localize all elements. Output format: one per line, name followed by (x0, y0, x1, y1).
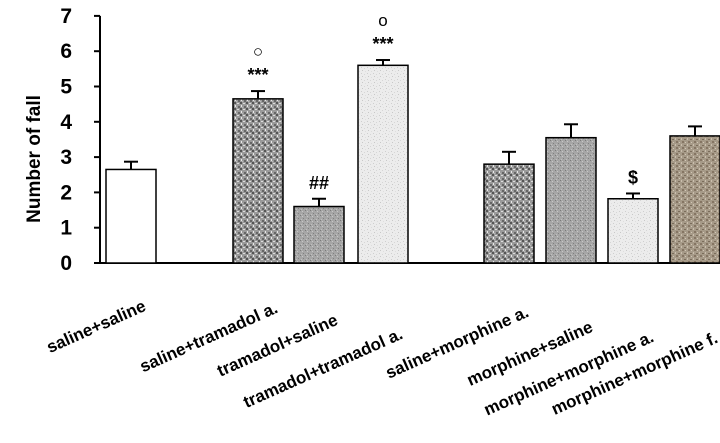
y-tick-label: 1 (60, 217, 72, 240)
y-tick-label: 7 (60, 5, 72, 28)
bar (232, 98, 284, 264)
significance-annotation: ○ (253, 42, 263, 61)
bars: ○ *** ## o *** $ (105, 11, 720, 264)
significance-annotation: o (378, 11, 387, 30)
bar (607, 198, 659, 264)
bar (669, 135, 720, 264)
y-axis-label: Number of fall (24, 95, 45, 223)
y-tick-label: 6 (60, 40, 72, 63)
y-tick-label: 4 (60, 111, 72, 134)
significance-annotation: *** (247, 65, 268, 85)
bar (357, 64, 409, 264)
category-label: saline+tramadol a. (137, 298, 281, 376)
bar (483, 163, 535, 264)
y-axis: 0 1 2 3 4 5 6 7 (60, 5, 720, 275)
significance-annotation: $ (628, 167, 638, 187)
y-tick-label: 3 (60, 146, 72, 169)
category-label: tramadol+tramadol a. (240, 324, 405, 411)
y-tick-label: 5 (60, 76, 72, 99)
category-label: saline+saline (44, 296, 149, 357)
significance-annotation: *** (372, 34, 393, 54)
bar (293, 205, 345, 264)
bar (545, 136, 597, 264)
significance-annotation: ## (309, 173, 329, 193)
y-tick-label: 2 (60, 181, 72, 204)
bar (105, 168, 157, 264)
y-tick-label: 0 (60, 252, 72, 275)
